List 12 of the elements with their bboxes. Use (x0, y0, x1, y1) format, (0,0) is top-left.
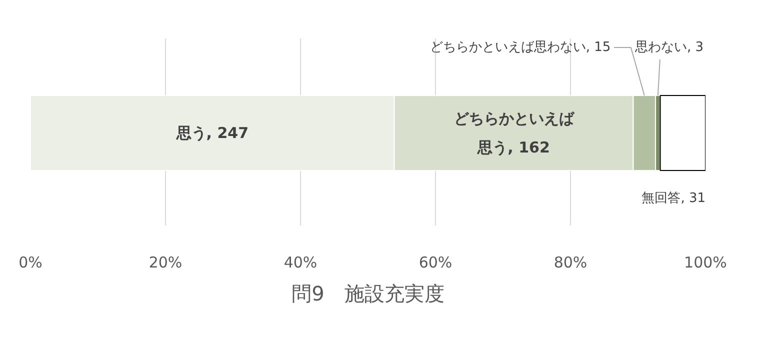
x-tick-label: 100% (684, 254, 727, 272)
text: 問9 施設充実度 (292, 282, 444, 306)
annotation: 思わない, 3 (634, 40, 704, 55)
x-tick-label: 0% (18, 254, 42, 272)
annotation: 無回答, 31 (642, 191, 706, 206)
annotation: どちらかといえば思う, 162 (454, 110, 575, 156)
x-tick-label: 20% (148, 254, 182, 272)
x-tick-label: 80% (554, 254, 588, 272)
x-tick-label: 60% (418, 254, 452, 272)
x-tick-label: 40% (284, 254, 318, 272)
annotation: 思う, 247 (175, 124, 249, 142)
annotation: どちらかといえば思わない, 15 (430, 40, 611, 55)
